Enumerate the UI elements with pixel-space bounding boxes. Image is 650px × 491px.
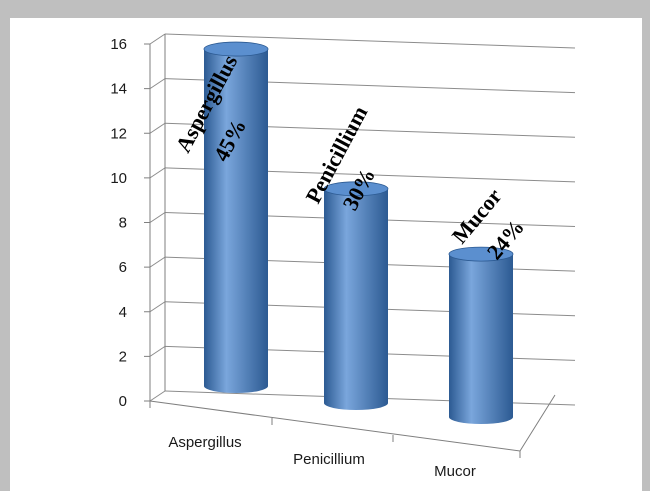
gridline-side (149, 345, 166, 357)
gridline (164, 33, 576, 49)
bar-top (323, 181, 389, 197)
gridline-side (149, 122, 166, 134)
y-axis-ticks: 0 2 4 6 8 10 12 14 16 (110, 36, 127, 410)
y-tick-label: 0 (119, 393, 127, 410)
frame-left (0, 0, 10, 491)
bars (203, 41, 514, 424)
gridline-side (149, 33, 166, 45)
x-axis-ticks: Aspergillus Penicillium Mucor (168, 434, 476, 480)
gridline-side (149, 301, 166, 313)
gridline-side (149, 78, 166, 90)
gridline-side (149, 212, 166, 223)
frame-top (0, 0, 650, 18)
x-tick-label: Penicillium (293, 451, 365, 468)
bar-penicillium (323, 181, 389, 410)
gridline-side (149, 390, 166, 402)
x-tick-label: Mucor (434, 463, 476, 480)
bar-body (204, 49, 268, 394)
y-tick-label: 6 (119, 259, 127, 276)
y-tick-label: 2 (119, 348, 127, 365)
gridline-side (149, 167, 166, 179)
y-tick-label: 4 (119, 304, 127, 321)
y-tick-label: 12 (110, 125, 127, 142)
bar-top (448, 246, 514, 262)
bar-aspergillus (203, 41, 269, 394)
y-tick-label: 8 (119, 215, 127, 232)
axes (144, 34, 556, 458)
y-tick-label: 10 (110, 170, 127, 187)
x-tick-label: Aspergillus (168, 434, 241, 451)
frame-right (642, 0, 650, 491)
y-tick-label: 16 (110, 36, 127, 53)
bar-body (324, 188, 388, 410)
gridline-side (149, 256, 166, 268)
bar-mucor (448, 246, 514, 424)
bar-top (203, 41, 269, 57)
bar-body (449, 254, 513, 424)
y-tick-label: 14 (110, 81, 127, 98)
